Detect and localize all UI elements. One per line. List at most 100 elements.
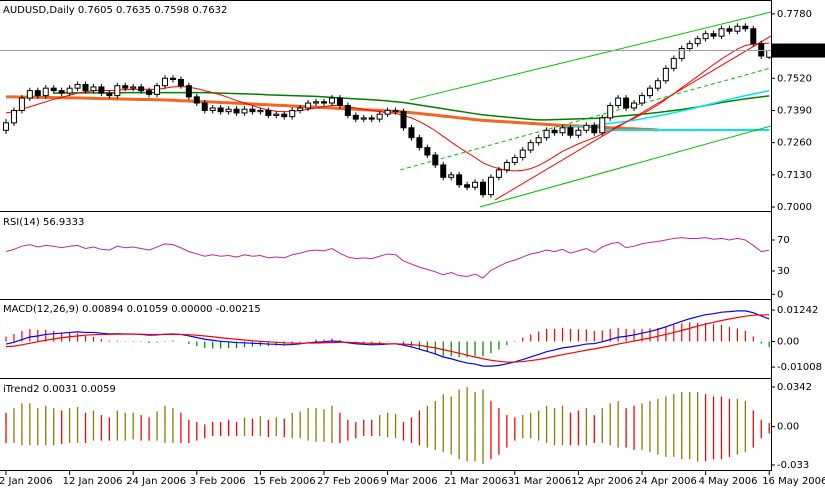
panel [5,387,770,464]
candle-body [726,28,733,32]
candle-body [201,102,208,111]
candle-body [257,109,264,113]
candle-body [559,127,566,134]
candle-body [305,102,312,109]
candle-body [718,28,725,37]
panel-title: AUDUSD,Daily 0.7605 0.7635 0.7598 0.7632 [3,5,227,16]
candle-body [146,90,153,95]
candle-body [90,86,97,92]
candle-body [154,85,161,95]
panel [5,237,770,279]
y-tick-label: 0.7260 [777,138,812,149]
candle-body [225,108,232,113]
y-tick-label: 0.7390 [777,105,812,116]
candle-body [511,157,518,163]
candle-body [138,86,145,92]
candle-body [408,127,415,139]
x-tick-label: 9 Mar 2006 [381,476,438,487]
candle-body [74,83,81,89]
y-tick-label: 0 [777,289,783,300]
candle-body [543,129,550,139]
candle-body [106,92,113,97]
candle-body [654,80,661,89]
x-tick-label: 24 Apr 2006 [635,476,697,487]
candle-body [42,87,49,97]
candle-body [26,90,33,99]
candle-body [686,43,693,50]
candle-body [313,101,320,104]
x-tick-label: 3 Feb 2006 [190,476,246,487]
candle-body [352,114,359,120]
candle-body [281,113,288,118]
candle-body [360,117,367,120]
y-tick-label: 0.00 [777,337,799,348]
candle-body [575,129,582,136]
candle-body [639,95,645,104]
x-tick-label: 16 May 2006 [762,476,825,487]
candle-body [631,102,638,109]
candle-body [662,67,669,82]
indicator-line [6,95,658,132]
candle-body [416,137,423,149]
y-tick-label: 70 [777,235,790,246]
candle-body [241,108,248,114]
candle-body [384,109,391,115]
candle-body [694,38,701,45]
candle-body [583,124,590,131]
candle-body [503,161,510,171]
panel [5,310,770,367]
candle-body [424,147,431,156]
candle-body [599,117,606,134]
candle-body [432,154,439,166]
candle-body [392,109,399,113]
candle-body [185,85,192,98]
y-tick-label: 0.0342 [777,382,812,393]
candle-body [646,87,653,97]
trend-line [400,67,771,171]
candle-body [495,169,502,178]
indicator-line [53,91,770,121]
candle-body [66,87,73,94]
candle-body [18,97,25,111]
y-tick-label: 0.01242 [777,305,818,316]
panel-title: MACD(12,26,9) 0.00894 0.01059 0.00000 -0… [3,304,261,315]
candle-body [464,184,471,188]
candle-body [193,96,200,104]
candle-body [535,137,542,144]
candle-body [742,25,749,30]
x-tick-label: 24 Jan 2006 [126,476,186,487]
candle-body [734,25,741,32]
candle-body [336,97,343,107]
candle-body [265,109,272,116]
y-tick-label: 0.7000 [777,202,812,213]
candle-body [177,79,184,87]
y-tick-label: 0.00 [777,422,799,433]
candle-body [10,109,17,124]
indicator-line [5,237,770,279]
candle-body [376,113,383,120]
candle-body [98,86,105,94]
candle-body [400,111,407,129]
candle-body [480,181,486,196]
x-tick-label: 27 Feb 2006 [317,476,379,487]
indicator-line [5,314,770,363]
trend-line [479,125,771,208]
y-tick-label: 30 [777,266,790,277]
candle-body [758,43,765,57]
x-tick-label: 31 Mar 2006 [508,476,571,487]
candle-body [328,97,335,104]
candle-body [82,83,89,92]
candle-body [710,33,717,37]
candle-body [456,174,463,186]
candle-body [3,122,9,131]
candle-body [527,142,534,151]
candle-body [551,129,558,134]
candle-body [209,107,216,111]
candle-body [487,176,494,196]
candle-body [289,109,296,118]
candle-body [58,90,65,94]
candle-body [297,107,304,111]
candle-body [169,77,176,81]
